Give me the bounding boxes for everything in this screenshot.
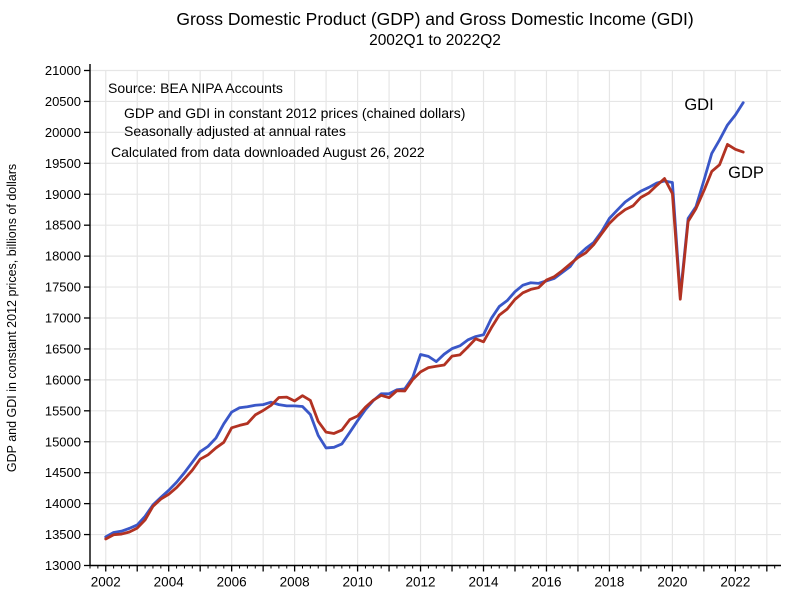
y-tick-label: 18500 bbox=[45, 218, 81, 233]
x-tick-label: 2014 bbox=[468, 575, 499, 590]
x-tick-label: 2022 bbox=[720, 575, 750, 590]
y-tick-label: 18000 bbox=[45, 249, 81, 264]
x-tick-label: 2016 bbox=[531, 575, 561, 590]
y-tick-label: 14000 bbox=[45, 496, 81, 511]
chart-title: Gross Domestic Product (GDP) and Gross D… bbox=[176, 9, 694, 29]
y-tick-label: 13500 bbox=[45, 527, 81, 542]
x-tick-label: 2010 bbox=[343, 575, 373, 590]
y-tick-label: 20000 bbox=[45, 125, 81, 140]
y-tick-label: 15000 bbox=[45, 434, 81, 449]
x-tick-label: 2002 bbox=[91, 575, 121, 590]
x-tick-label: 2008 bbox=[280, 575, 310, 590]
y-tick-label: 14500 bbox=[45, 465, 81, 480]
y-tick-label: 20500 bbox=[45, 94, 81, 109]
calculated-note: Calculated from data downloaded August 2… bbox=[111, 144, 425, 160]
gdp-line-label: GDP bbox=[728, 164, 764, 182]
y-tick-label: 16500 bbox=[45, 341, 81, 356]
gdi-line bbox=[104, 101, 745, 539]
y-tick-label: 15500 bbox=[45, 403, 81, 418]
gdi-line-label: GDI bbox=[684, 96, 713, 114]
y-tick-label: 17500 bbox=[45, 280, 81, 295]
y-tick-label: 17000 bbox=[45, 311, 81, 326]
y-tick-label: 19500 bbox=[45, 156, 81, 171]
x-tick-label: 2004 bbox=[154, 575, 185, 590]
x-tick-label: 2006 bbox=[217, 575, 247, 590]
x-tick-label: 2012 bbox=[406, 575, 436, 590]
x-tick-label: 2018 bbox=[594, 575, 624, 590]
y-tick-label: 13000 bbox=[45, 558, 81, 573]
y-tick-label: 16000 bbox=[45, 372, 81, 387]
source-note: Source: BEA NIPA Accounts bbox=[108, 80, 283, 96]
prices-note: GDP and GDI in constant 2012 prices (cha… bbox=[124, 105, 466, 121]
y-axis-title: GDP and GDI in constant 2012 prices, bil… bbox=[5, 164, 19, 472]
x-tick-label: 2020 bbox=[657, 575, 687, 590]
y-tick-label: 19000 bbox=[45, 187, 81, 202]
chart-subtitle: 2002Q1 to 2022Q2 bbox=[369, 32, 501, 49]
y-tick-label: 21000 bbox=[45, 63, 81, 78]
gdp-line bbox=[104, 142, 745, 541]
seasonal-note: Seasonally adjusted at annual rates bbox=[124, 123, 346, 139]
